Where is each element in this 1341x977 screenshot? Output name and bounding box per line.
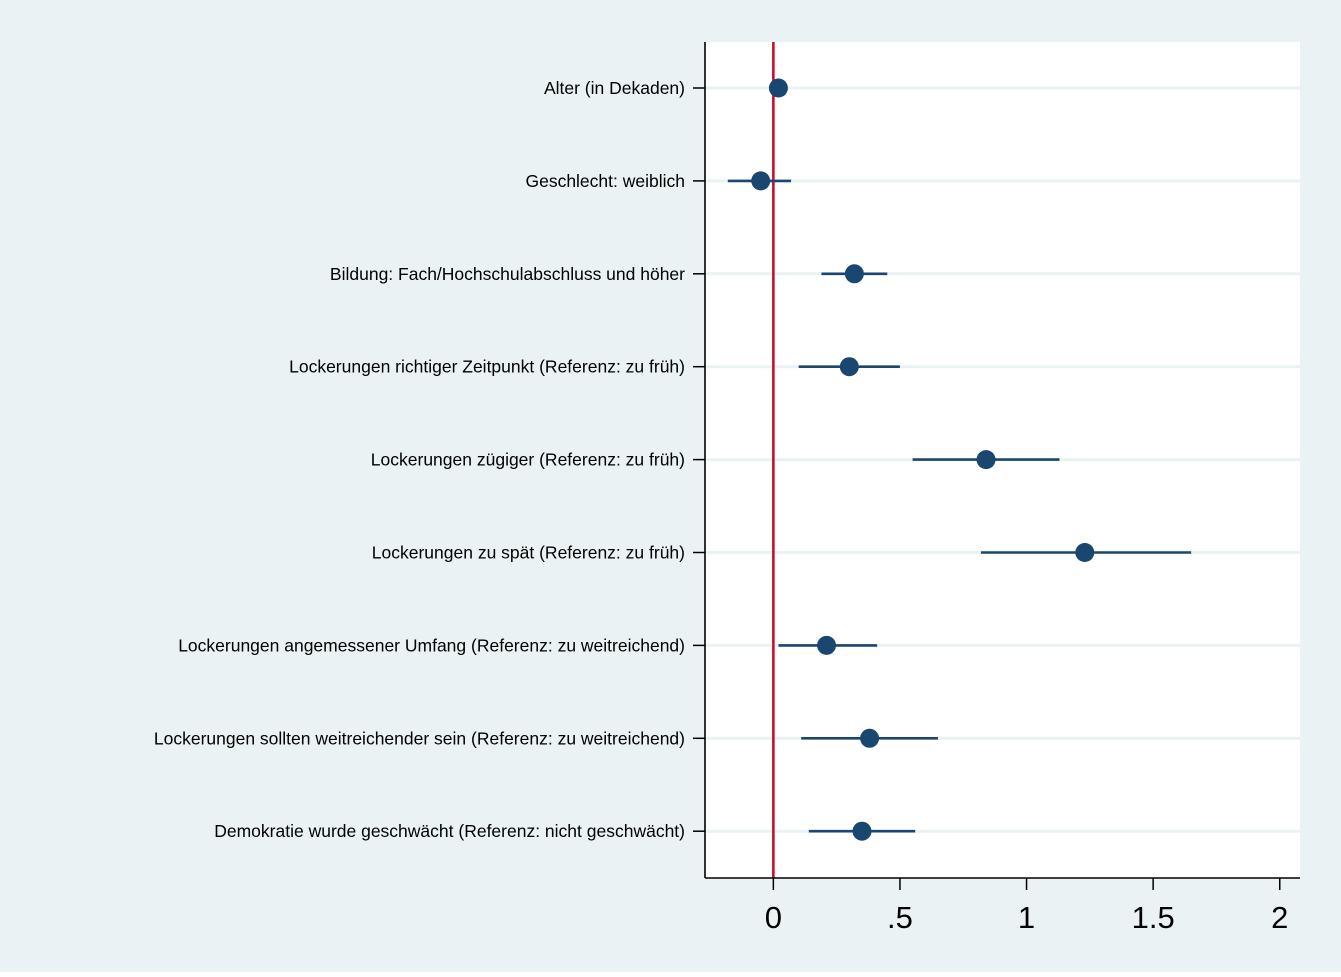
y-tick-label: Lockerungen zügiger (Referenz: zu früh) <box>371 450 685 470</box>
x-tick-label: 2 <box>1271 900 1288 935</box>
y-tick-label: Lockerungen sollten weitreichender sein … <box>154 728 685 748</box>
point-estimate <box>768 78 788 98</box>
point-estimate <box>817 635 837 655</box>
y-tick-label: Demokratie wurde geschwächt (Referenz: n… <box>214 821 685 841</box>
point-estimate <box>1075 543 1095 562</box>
point-estimate <box>751 171 771 191</box>
y-tick-label: Lockerungen richtiger Zeitpunkt (Referen… <box>289 357 685 377</box>
x-axis-ticks: 0 .5 1 1.5 2 <box>765 878 1288 935</box>
y-tick-label: Geschlecht: weiblich <box>525 171 685 191</box>
y-tick-label: Lockerungen zu spät (Referenz: zu früh) <box>372 543 685 563</box>
y-tick-label: Bildung: Fach/Hochschulabschluss und höh… <box>330 264 685 284</box>
y-tick-label: Alter (in Dekaden) <box>544 78 685 98</box>
x-tick-label: 1.5 <box>1132 900 1175 935</box>
y-tick-label: Lockerungen angemessener Umfang (Referen… <box>178 635 685 655</box>
point-estimate <box>839 357 859 377</box>
y-axis-ticks: Alter (in Dekaden) Geschlecht: weiblich Bi… <box>154 78 705 841</box>
point-estimate <box>976 450 996 470</box>
point-estimates <box>751 78 1095 841</box>
point-estimate <box>852 821 872 841</box>
x-tick-label: 1 <box>1018 900 1035 935</box>
point-estimate <box>844 264 864 284</box>
x-tick-label: 0 <box>765 900 782 935</box>
x-tick-label: .5 <box>887 900 913 935</box>
point-estimate <box>860 728 880 748</box>
